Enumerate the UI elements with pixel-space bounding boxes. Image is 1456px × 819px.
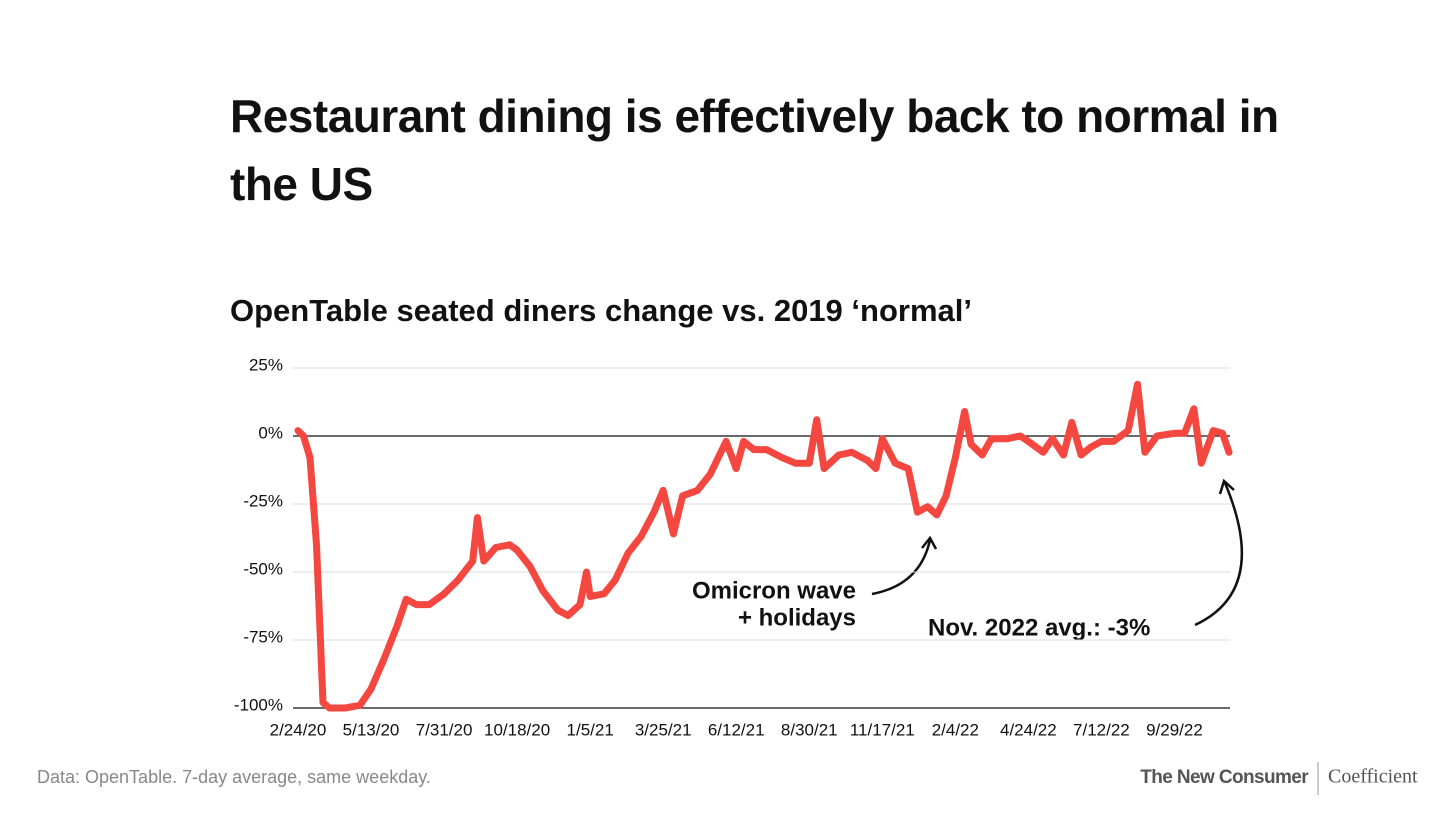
x-tick-label: 7/12/22 — [1073, 720, 1130, 739]
y-tick-label: -100% — [234, 695, 283, 714]
y-tick-label: 25% — [249, 355, 283, 374]
arrow — [871, 539, 932, 596]
x-tick-label: 6/12/21 — [708, 720, 765, 739]
x-tick-label: 8/30/21 — [781, 720, 838, 739]
x-tick-label: 7/31/20 — [416, 720, 473, 739]
annotation: Omicron wave — [692, 577, 856, 604]
x-tick-label: 1/5/21 — [567, 720, 614, 739]
chart-title: Restaurant dining is effectively back to… — [230, 90, 1279, 210]
y-tick-label: -75% — [243, 627, 283, 646]
brand: Coefficient — [1328, 766, 1418, 788]
y-tick-label: 0% — [258, 423, 283, 442]
chart-subtitle: OpenTable seated diners change vs. 2019 … — [230, 293, 972, 328]
data-line — [294, 380, 1233, 712]
arrow — [1194, 482, 1244, 627]
annotation: + holidays — [738, 604, 856, 631]
x-tick-label: 3/25/21 — [635, 720, 692, 739]
x-tick-label: 2/24/20 — [270, 720, 327, 739]
annotation: Nov. 2022 avg.: -3% — [928, 614, 1150, 641]
x-tick-label: 9/29/22 — [1146, 720, 1203, 739]
y-tick-label: -25% — [243, 491, 283, 510]
x-tick-label: 10/18/20 — [484, 720, 550, 739]
source-note: Data: OpenTable. 7-day average, same wee… — [37, 767, 431, 787]
x-tick-label: 11/17/21 — [850, 720, 915, 739]
arrow-head — [921, 535, 938, 550]
x-tick-label: 5/13/20 — [343, 720, 400, 739]
x-tick-label: 4/24/22 — [1000, 720, 1057, 739]
x-tick-label: 2/4/22 — [932, 720, 979, 739]
y-tick-label: -50% — [243, 559, 283, 578]
brand: The New Consumer — [1140, 767, 1309, 788]
arrow-head — [1218, 478, 1235, 495]
